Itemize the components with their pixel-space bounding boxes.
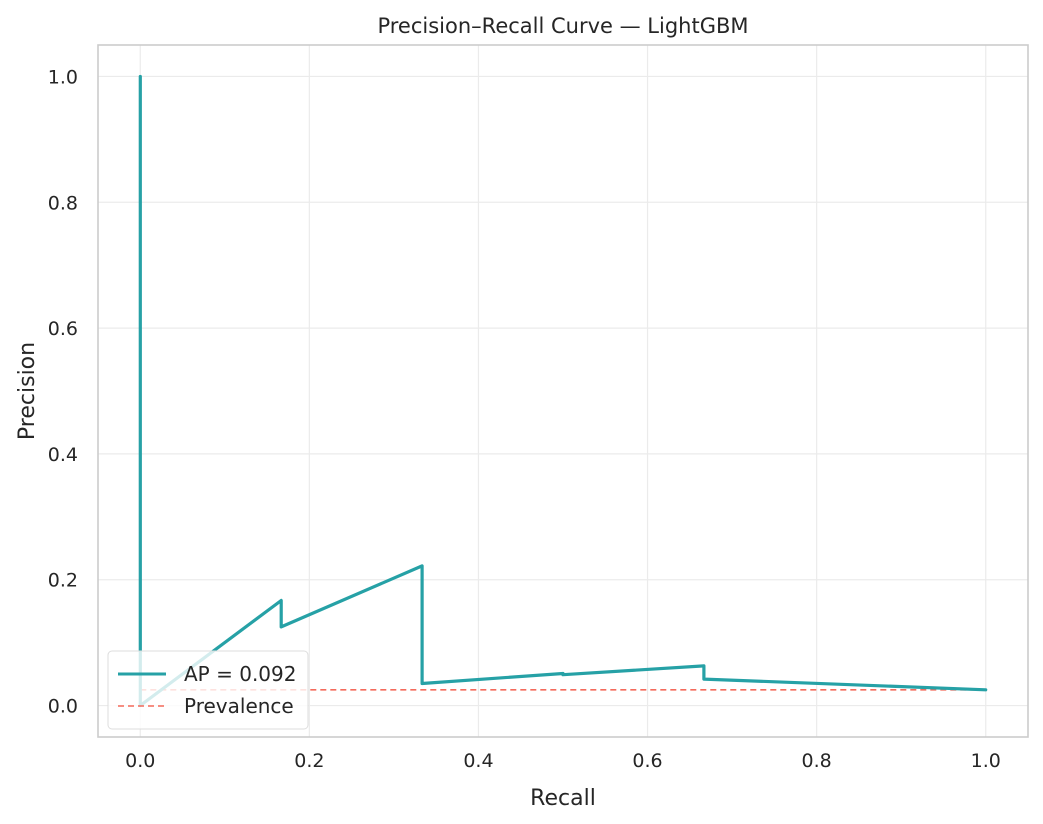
chart-title: Precision–Recall Curve — LightGBM: [377, 14, 748, 38]
x-tick-label: 1.0: [971, 750, 1001, 772]
y-tick-label: 1.0: [48, 66, 78, 88]
y-tick-label: 0.6: [48, 318, 78, 340]
plot-frame: [97, 44, 1029, 738]
y-tick-label: 0.8: [48, 192, 78, 214]
y-axis-label: Precision: [15, 342, 40, 440]
x-tick-label: 0.6: [632, 750, 662, 772]
x-tick-label: 0.4: [463, 750, 493, 772]
y-tick-label: 0.2: [48, 570, 78, 592]
legend-label-ap: AP = 0.092: [184, 662, 296, 686]
x-tick-label: 0.2: [294, 750, 324, 772]
x-axis-label: Recall: [530, 786, 596, 811]
y-tick-label: 0.4: [48, 444, 78, 466]
tick-labels: 0.0 0.2 0.4 0.6 0.8 1.0 0.0 0.2 0.4 0.6 0.8 1.0: [48, 66, 1001, 772]
x-tick-label: 0.8: [802, 750, 832, 772]
y-tick-label: 0.0: [48, 696, 78, 718]
legend: AP = 0.092 Prevalence: [107, 650, 309, 730]
x-tick-label: 0.0: [125, 750, 155, 772]
legend-box: [107, 650, 309, 730]
pr-curve-line: [138, 74, 988, 708]
grid-lines: [98, 45, 1028, 737]
legend-label-prevalence: Prevalence: [184, 694, 294, 718]
